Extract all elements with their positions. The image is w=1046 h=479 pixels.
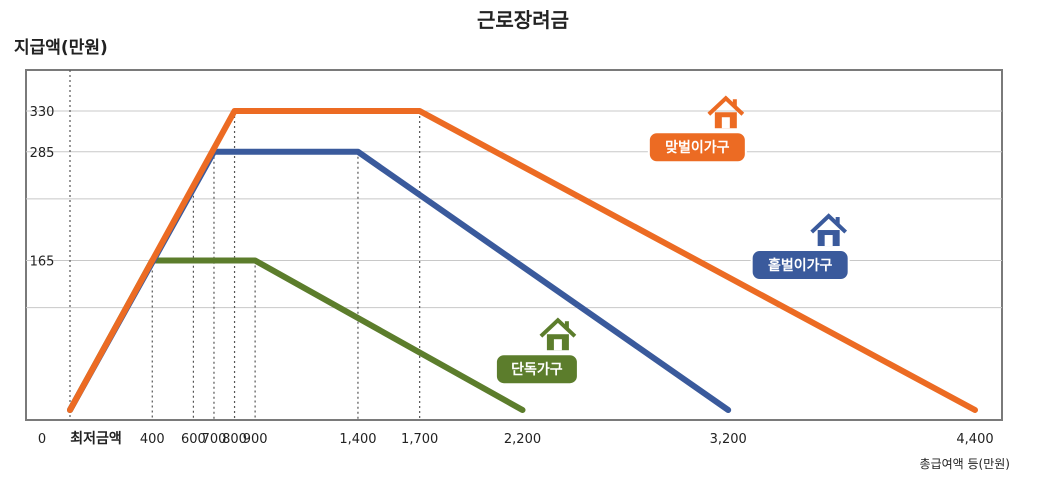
x-tick-4,400: 4,400	[956, 432, 993, 447]
series-label-단독가구: 단독가구	[511, 361, 563, 378]
y-tick-165: 165	[30, 255, 55, 270]
x-tick-min-label: 최저금액	[70, 430, 122, 447]
x-tick-700: 700	[202, 432, 227, 447]
x-axis-label: 총급여액 등(만원)	[919, 457, 1010, 471]
y-tick-285: 285	[30, 146, 55, 161]
x-tick-1,700: 1,700	[401, 432, 438, 447]
y-axis-label: 지급액(만원)	[14, 38, 108, 58]
series-label-badge-단독가구	[494, 353, 579, 386]
series-label-badge-맞벌이가구	[647, 131, 747, 164]
x-tick-600: 600	[181, 432, 206, 447]
series-label-badge-홑벌이가구	[750, 249, 850, 282]
house-icon	[810, 213, 848, 247]
x-tick-3,200: 3,200	[710, 432, 747, 447]
chart-title: 근로장려금	[477, 8, 569, 32]
house-icon	[539, 317, 577, 351]
x-tick-800: 800	[222, 432, 247, 447]
x-tick-0: 0	[38, 432, 46, 447]
x-tick-2,200: 2,200	[504, 432, 541, 447]
series-label-홑벌이가구: 홑벌이가구	[768, 257, 833, 274]
series-label-맞벌이가구: 맞벌이가구	[665, 139, 730, 156]
x-tick-400: 400	[140, 432, 165, 447]
y-tick-330: 330	[30, 105, 55, 120]
house-icon	[707, 95, 745, 129]
x-tick-1,400: 1,400	[339, 432, 376, 447]
x-tick-900: 900	[243, 432, 268, 447]
series-line-맞벌이가구	[67, 108, 978, 413]
